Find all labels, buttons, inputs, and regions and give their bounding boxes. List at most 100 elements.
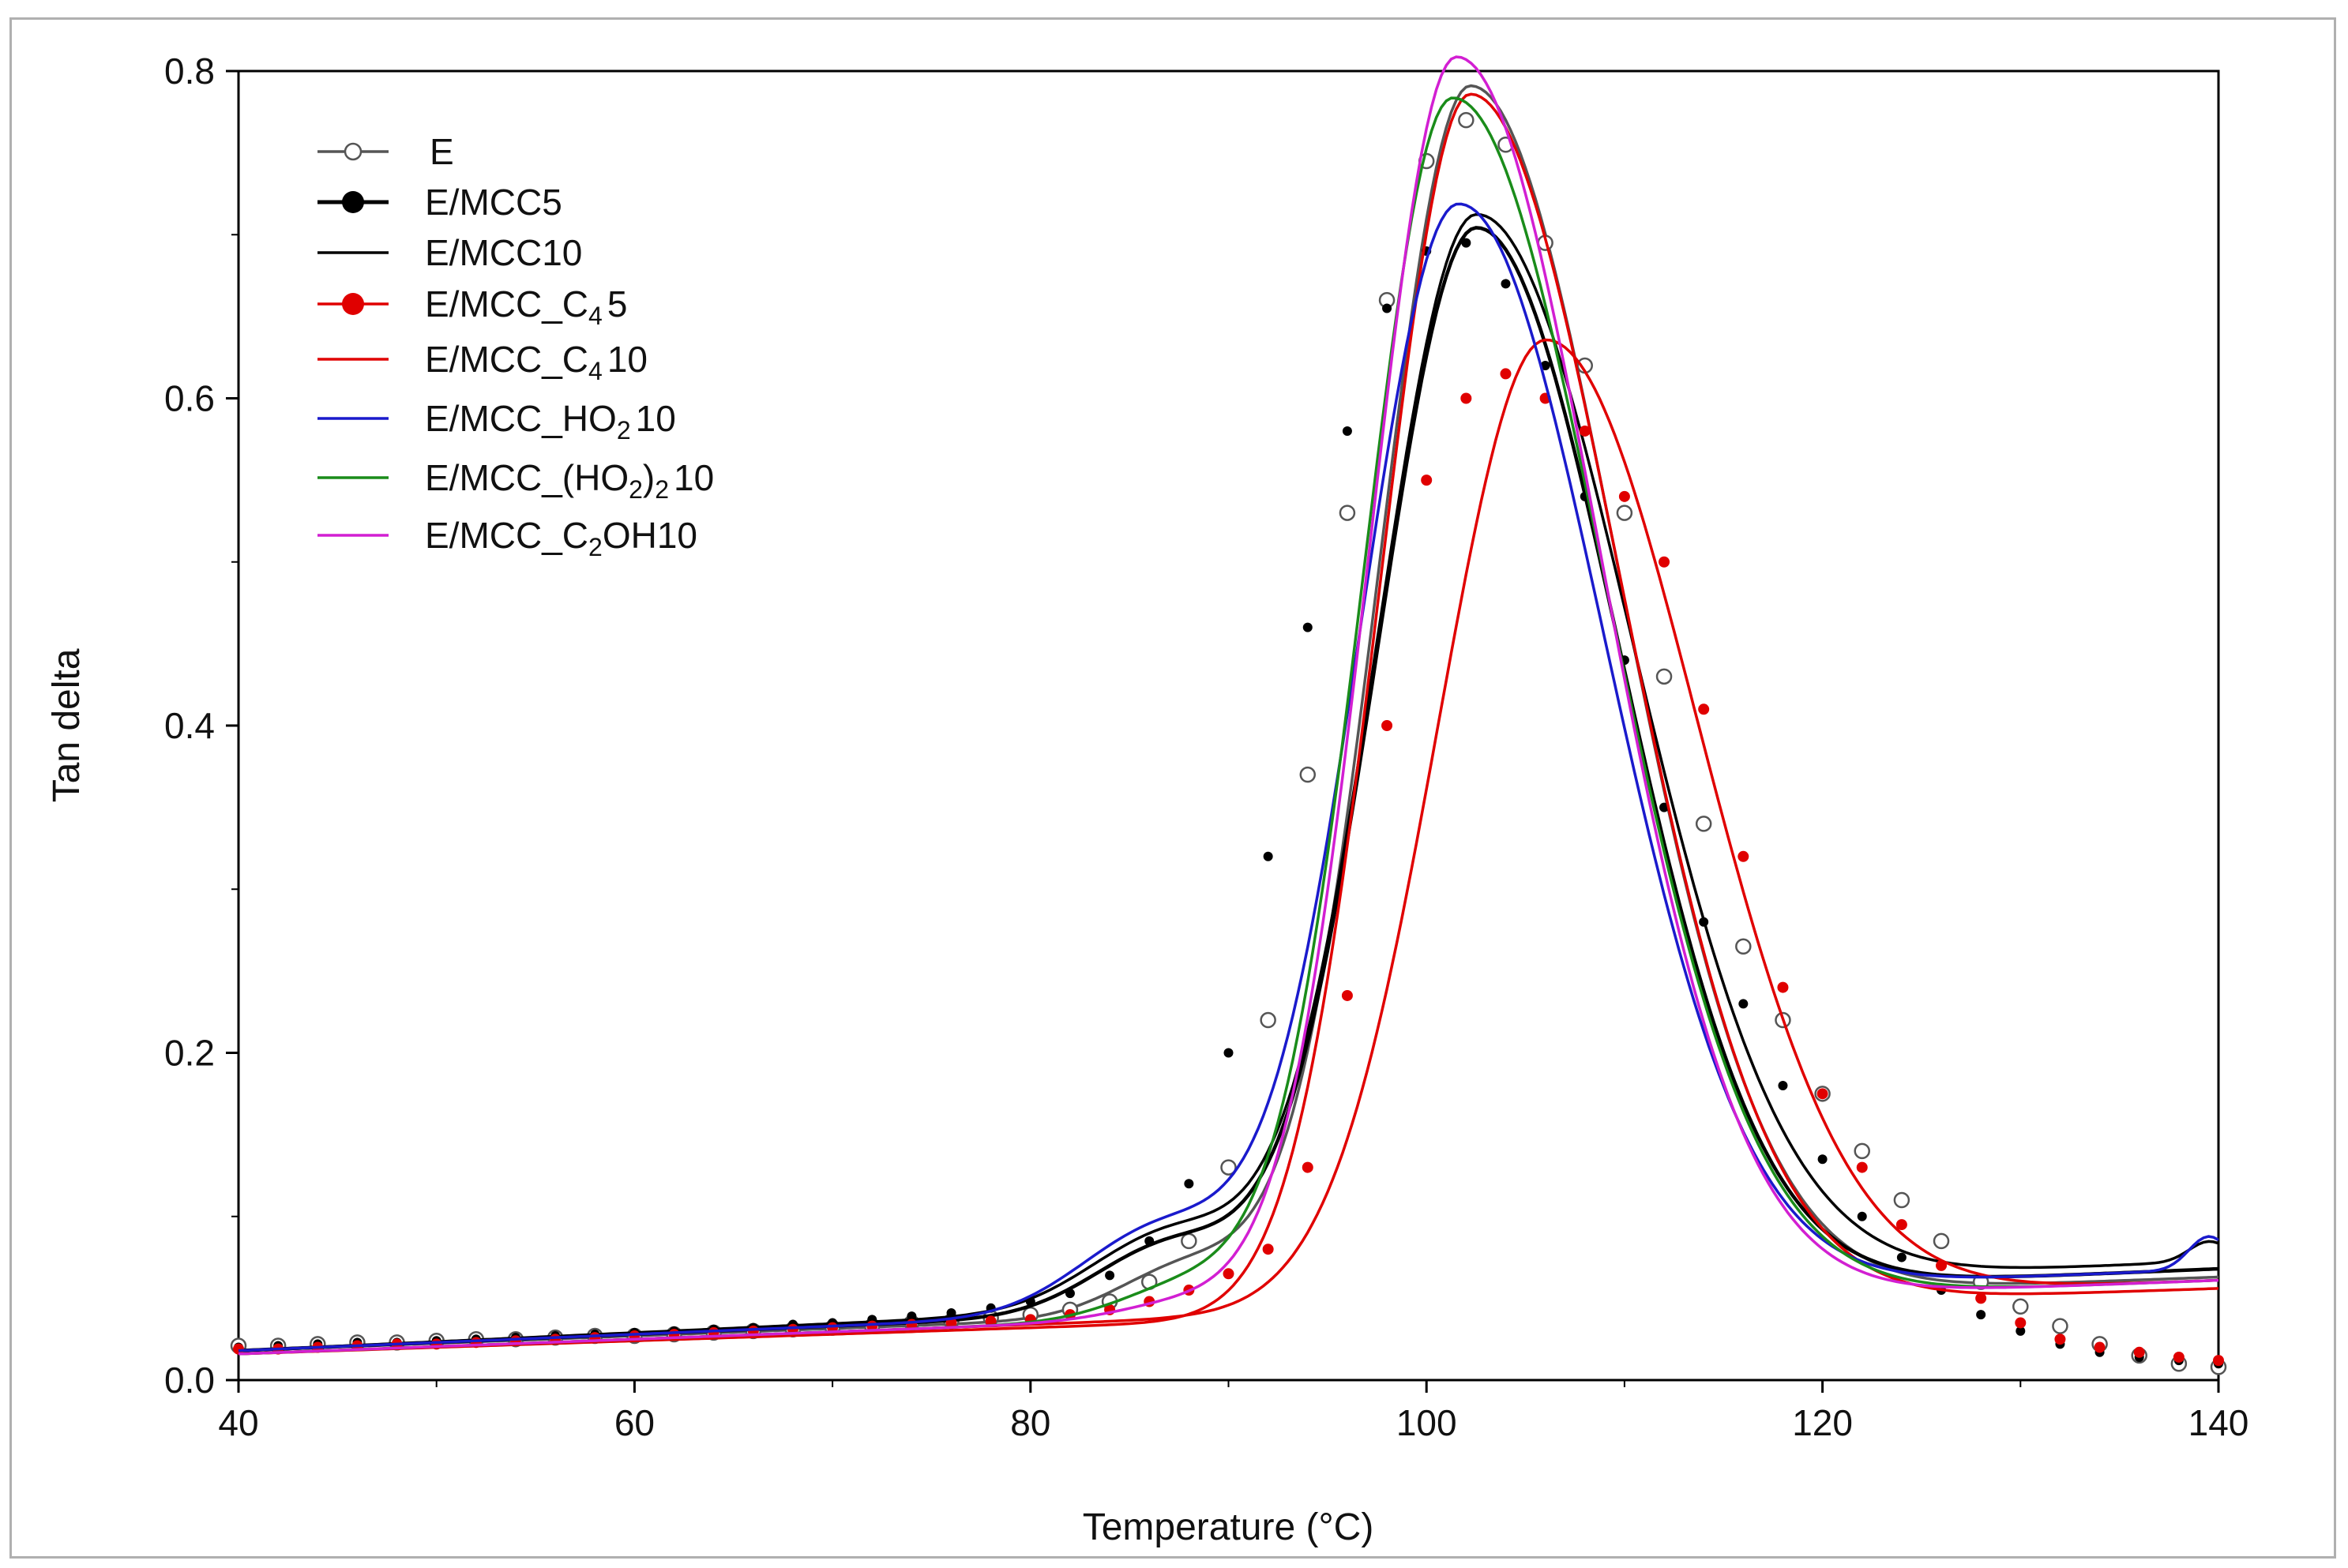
data-point [1896, 1252, 1907, 1262]
data-point [1618, 490, 1630, 502]
legend-marker [342, 293, 364, 315]
data-point [1698, 703, 1710, 715]
y-axis-title: Tan delta [46, 648, 88, 802]
legend-label: E [430, 131, 454, 172]
legend-label: E/MCC10 [425, 232, 582, 273]
data-point [1895, 1219, 1907, 1231]
y-tick-label: 0.4 [164, 705, 215, 746]
axis-layer: 40 60 80 100 120 140 0.0 0.2 0.4 0.6 0.8 [164, 51, 2248, 1443]
data-point [1262, 1244, 1274, 1255]
data-point [2015, 1317, 2027, 1329]
data-point [1817, 1154, 1828, 1165]
y-tick-label: 0.6 [164, 378, 215, 419]
data-point [1181, 1232, 1197, 1250]
data-point [2052, 1318, 2068, 1334]
x-tick-label: 100 [1396, 1402, 1457, 1443]
legend-text-part: E/MCC_C [425, 515, 588, 556]
legend-marker [342, 191, 364, 213]
data-point [2213, 1355, 2224, 1367]
data-point [1500, 368, 1512, 380]
data-point [2094, 1341, 2106, 1353]
data-point [2054, 1334, 2066, 1345]
data-point [1579, 425, 1591, 437]
y-tick-label: 0.0 [164, 1360, 215, 1401]
legend-text-part: E [430, 131, 454, 172]
data-point [1501, 279, 1511, 289]
data-point [1655, 668, 1673, 685]
legend-text-part: E/MCC_HO [425, 398, 617, 439]
legend-text-part: E/MCC_C [425, 339, 588, 380]
data-point [1735, 938, 1752, 955]
legend-label: E/MCC5 [425, 182, 562, 223]
data-point [1659, 556, 1670, 568]
series-layer [230, 55, 2227, 1375]
legend-item: E/MCC_C4 10 [317, 339, 648, 385]
x-tick-label: 40 [218, 1402, 258, 1443]
legend-item: E/MCC_(HO2)2 10 [317, 457, 714, 504]
data-point [1302, 622, 1313, 632]
data-point [1381, 720, 1393, 731]
data-point [2016, 1326, 2026, 1336]
x-tick-label: 80 [1010, 1402, 1050, 1443]
y-tick-label: 0.8 [164, 51, 215, 92]
data-point [1263, 851, 1273, 861]
legend-item: E/MCC_C4 5 [317, 283, 627, 330]
legend-label: E/MCC_(HO2)2 10 [425, 457, 714, 504]
data-point [2133, 1346, 2145, 1358]
legend-text-part: ) [643, 457, 655, 498]
data-point [1184, 1179, 1194, 1189]
series-line [238, 92, 2219, 1356]
data-point [1738, 850, 1749, 862]
legend-item: E/MCC_C2OH10 [317, 515, 697, 561]
legend-subscript: 2 [588, 533, 603, 561]
x-tick-label: 120 [1792, 1402, 1853, 1443]
data-point [1105, 1270, 1115, 1281]
data-point [1854, 1142, 1870, 1160]
data-point [1616, 505, 1633, 521]
data-point [1382, 303, 1392, 313]
legend-item: E/MCC5 [317, 182, 562, 223]
data-point [1339, 505, 1356, 521]
data-point [1856, 1161, 1868, 1173]
data-point [1936, 1259, 1948, 1271]
legend-text-part: 10 [607, 339, 648, 380]
data-point [1421, 475, 1433, 486]
data-point [1816, 1088, 1828, 1100]
data-point [1144, 1236, 1155, 1246]
legend-text-part: 5 [607, 283, 628, 324]
data-point [1893, 1191, 1910, 1209]
series-line [238, 55, 2219, 1356]
legend-subscript: 2 [629, 475, 643, 504]
data-point [1976, 1310, 1986, 1320]
x-tick-label: 60 [614, 1402, 655, 1443]
legend-text-part: 10 [636, 398, 676, 439]
data-point [1461, 238, 1471, 248]
data-point [1738, 999, 1749, 1009]
data-point [1933, 1232, 1950, 1250]
legend-item: E/MCC_HO2 10 [317, 398, 676, 445]
data-point [1975, 1292, 1987, 1304]
legend-subscript: 2 [617, 416, 631, 445]
legend-text-part: E/MCC5 [425, 182, 562, 223]
legend-text-part: OH10 [603, 515, 697, 556]
series-7 [238, 55, 2219, 1356]
x-tick-label: 140 [2188, 1402, 2249, 1443]
figure-frame [9, 17, 2336, 1559]
data-point [1540, 361, 1550, 371]
data-point [2173, 1351, 2185, 1363]
legend-item: E/MCC10 [317, 232, 582, 273]
legend-text-part: E/MCC_C [425, 283, 588, 324]
series-line [238, 202, 2219, 1352]
legend-subscript: 4 [588, 302, 603, 330]
data-point [1223, 1048, 1234, 1058]
legend-subscript: 4 [588, 357, 603, 385]
legend-subscript: 2 [655, 475, 669, 504]
data-point [2012, 1298, 2029, 1315]
data-point [1460, 392, 1472, 404]
data-point [1220, 1159, 1237, 1176]
data-point [1458, 111, 1475, 129]
data-point [1857, 1211, 1867, 1221]
legend-marker [344, 142, 363, 161]
